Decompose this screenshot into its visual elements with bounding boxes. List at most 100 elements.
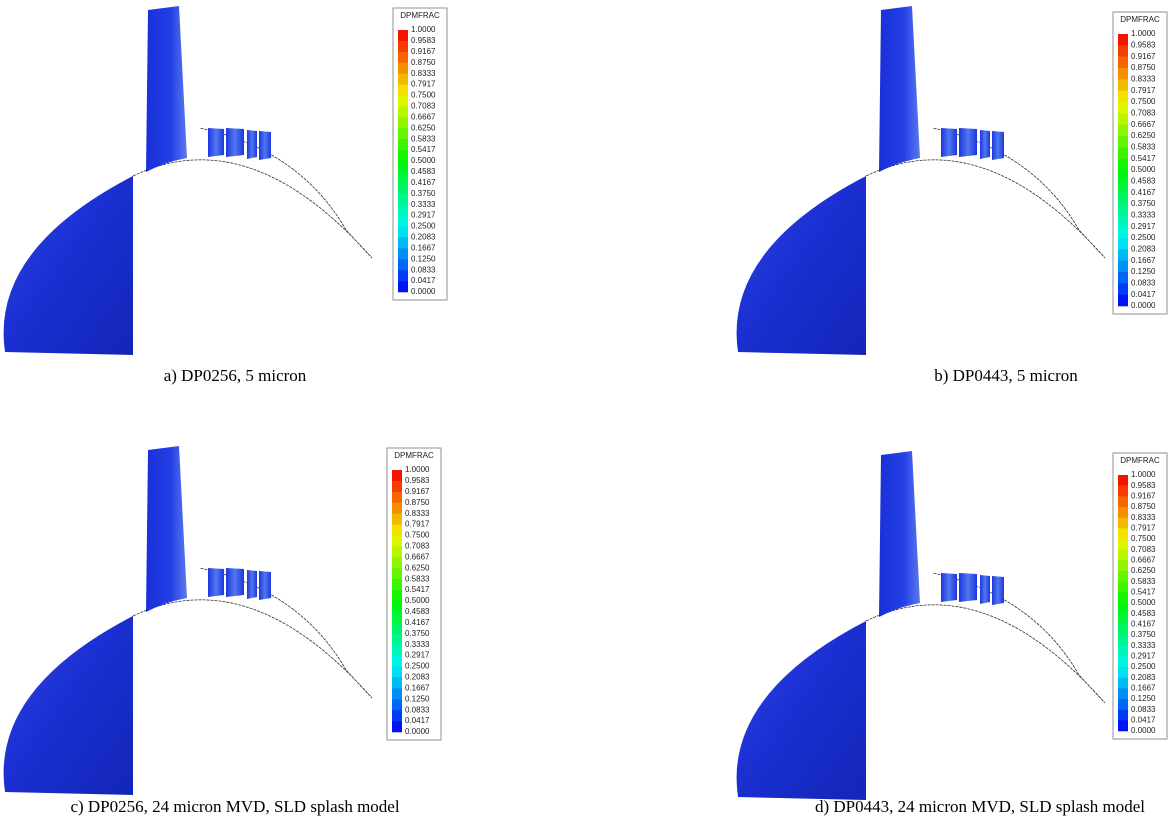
legend-swatch bbox=[1118, 272, 1128, 284]
legend-label: 0.0833 bbox=[411, 265, 436, 274]
surface-band bbox=[941, 573, 957, 602]
surface-band bbox=[259, 131, 271, 160]
legend-swatch bbox=[1118, 204, 1128, 216]
legend-swatch bbox=[1118, 181, 1128, 193]
legend-swatch bbox=[1118, 68, 1128, 80]
legend-label: 0.1250 bbox=[411, 254, 436, 263]
legend-label: 0.5000 bbox=[411, 156, 436, 165]
legend-swatch bbox=[398, 96, 408, 107]
caption: a) DP0256, 5 micron bbox=[164, 366, 307, 385]
legend-label: 0.5417 bbox=[405, 585, 430, 594]
legend-label: 0.0417 bbox=[411, 276, 436, 285]
legend-label: 0.4583 bbox=[1131, 609, 1156, 618]
legend-swatch bbox=[1118, 147, 1128, 159]
caption: b) DP0443, 5 micron bbox=[934, 366, 1078, 385]
legend-swatch bbox=[398, 172, 408, 183]
legend-label: 0.6667 bbox=[405, 552, 430, 561]
legend-swatch bbox=[398, 259, 408, 270]
legend-swatch bbox=[392, 503, 402, 514]
legend-label: 0.0417 bbox=[1131, 715, 1156, 724]
legend-swatch bbox=[1118, 249, 1128, 261]
legend-swatch bbox=[1118, 688, 1128, 699]
legend-label: 0.5833 bbox=[1131, 577, 1156, 586]
dome bbox=[737, 621, 866, 800]
legend-swatch bbox=[392, 546, 402, 557]
legend-swatch bbox=[398, 117, 408, 128]
legend-label: 0.1250 bbox=[1131, 694, 1156, 703]
legend-label: 0.1667 bbox=[1131, 256, 1156, 265]
legend-swatch bbox=[1118, 518, 1128, 529]
legend-label: 0.6250 bbox=[1131, 566, 1156, 575]
panel: DPMFRAC1.00000.95830.91670.87500.83330.7… bbox=[737, 451, 1167, 800]
legend-label: 0.9583 bbox=[1131, 481, 1156, 490]
legend-label: 0.8333 bbox=[405, 509, 430, 518]
legend-swatch bbox=[398, 85, 408, 96]
legend-swatch bbox=[398, 194, 408, 205]
legend-swatch bbox=[398, 205, 408, 216]
legend-swatch bbox=[392, 568, 402, 579]
legend-label: 0.9167 bbox=[1131, 491, 1156, 500]
legend-swatch bbox=[392, 667, 402, 678]
caption: c) DP0256, 24 micron MVD, SLD splash mod… bbox=[70, 797, 399, 816]
legend-label: 0.2083 bbox=[405, 673, 430, 682]
legend-title: DPMFRAC bbox=[400, 11, 440, 20]
legend-label: 0.5833 bbox=[405, 574, 430, 583]
legend-swatch bbox=[1118, 475, 1128, 486]
legend-swatch bbox=[392, 601, 402, 612]
surface-band bbox=[980, 575, 990, 604]
legend-label: 0.4167 bbox=[1131, 619, 1156, 628]
legend-title: DPMFRAC bbox=[394, 451, 434, 460]
legend-label: 1.0000 bbox=[411, 25, 436, 34]
legend-swatch bbox=[398, 227, 408, 238]
legend-swatch bbox=[1118, 57, 1128, 69]
surface-band bbox=[959, 128, 977, 157]
legend-label: 0.2917 bbox=[1131, 651, 1156, 660]
legend-swatch bbox=[392, 721, 402, 732]
legend-swatch bbox=[392, 579, 402, 590]
legend-label: 0.7917 bbox=[1131, 523, 1156, 532]
legend-swatch bbox=[1118, 486, 1128, 497]
legend-label: 0.7500 bbox=[1131, 534, 1156, 543]
legend-swatch bbox=[1118, 550, 1128, 561]
legend-label: 0.3333 bbox=[405, 640, 430, 649]
legend-label: 0.9167 bbox=[411, 47, 436, 56]
legend-label: 0.0000 bbox=[1131, 726, 1156, 735]
legend-label: 0.4583 bbox=[411, 167, 436, 176]
legend-swatch bbox=[398, 106, 408, 117]
legend-label: 0.8333 bbox=[411, 69, 436, 78]
legend-label: 0.1667 bbox=[1131, 683, 1156, 692]
legend-label: 1.0000 bbox=[405, 465, 430, 474]
legend-swatch bbox=[1118, 571, 1128, 582]
legend-swatch bbox=[1118, 159, 1128, 171]
legend-swatch bbox=[392, 492, 402, 503]
legend-label: 0.7500 bbox=[411, 91, 436, 100]
legend-swatch bbox=[1118, 635, 1128, 646]
dome bbox=[4, 176, 133, 355]
legend-label: 0.0417 bbox=[405, 716, 430, 725]
surface-band bbox=[959, 573, 977, 602]
legend-swatch bbox=[1118, 79, 1128, 91]
legend-swatch bbox=[398, 216, 408, 227]
blade bbox=[879, 6, 920, 172]
legend-label: 0.5417 bbox=[1131, 587, 1156, 596]
legend-swatch bbox=[1118, 496, 1128, 507]
legend-label: 0.7917 bbox=[1131, 86, 1156, 95]
legend-label: 0.3750 bbox=[1131, 199, 1156, 208]
legend-swatch bbox=[392, 710, 402, 721]
legend-label: 0.7500 bbox=[405, 531, 430, 540]
legend-swatch bbox=[1118, 614, 1128, 625]
legend-label: 0.5000 bbox=[1131, 165, 1156, 174]
legend-swatch bbox=[1118, 667, 1128, 678]
blade bbox=[879, 451, 920, 617]
legend-label: 0.0417 bbox=[1131, 290, 1156, 299]
legend-label: 0.0000 bbox=[1131, 301, 1156, 310]
legend-label: 0.6250 bbox=[1131, 131, 1156, 140]
figure: a) DP0256, 5 micron b) DP0443, 5 micron … bbox=[0, 0, 1172, 828]
legend-label: 0.1250 bbox=[1131, 267, 1156, 276]
legend-label: 0.4167 bbox=[411, 178, 436, 187]
panel: DPMFRAC1.00000.95830.91670.87500.83330.7… bbox=[737, 6, 1167, 355]
legend-swatch bbox=[392, 688, 402, 699]
legend-label: 0.9167 bbox=[1131, 52, 1156, 61]
legend-label: 0.5000 bbox=[405, 596, 430, 605]
legend-label: 1.0000 bbox=[1131, 470, 1156, 479]
